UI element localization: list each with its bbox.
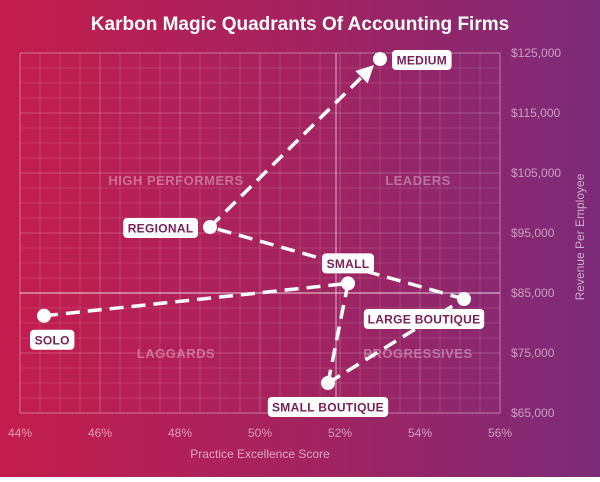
quadrant-labels: HIGH PERFORMERS LEADERS LAGGARDS PROGRESSIV… (108, 173, 472, 361)
x-tick-label: 50% (248, 426, 272, 440)
point-label-box (123, 218, 198, 238)
data-point (321, 376, 335, 390)
point-label: LARGE BOUTIQUE (368, 313, 481, 327)
quadrant-label: PROGRESSIVES (363, 346, 472, 361)
x-tick-label: 54% (408, 426, 432, 440)
point-label: SOLO (35, 333, 70, 347)
connector-segment (326, 283, 350, 384)
y-tick-label: $65,000 (511, 406, 555, 420)
y-tick-label: $115,000 (511, 106, 560, 120)
y-tick-label: $105,000 (511, 166, 561, 180)
data-point (373, 52, 387, 66)
x-tick-label: 44% (8, 426, 32, 440)
connector-segment (43, 281, 349, 318)
point-label: REGIONAL (128, 222, 194, 236)
y-tick-label: $95,000 (511, 226, 555, 240)
data-point (341, 276, 355, 291)
x-tick-label: 48% (168, 426, 192, 440)
point-label: MEDIUM (397, 54, 447, 68)
data-point (457, 292, 471, 306)
data-point (37, 308, 51, 323)
x-axis-label: Practice Excellence Score (190, 447, 330, 461)
point-label: SMALL (327, 257, 370, 271)
connector-segment (208, 64, 374, 229)
data-point (203, 220, 217, 234)
point-label-box (30, 329, 75, 350)
x-tick-label: 46% (88, 426, 112, 440)
point-label-box (322, 253, 374, 274)
chart-title: Karbon Magic Quadrants Of Accounting Fir… (91, 14, 509, 35)
quadrant-label: HIGH PERFORMERS (108, 173, 243, 188)
point-label: SMALL BOUTIQUE (272, 401, 384, 415)
x-tick-label: 56% (488, 426, 512, 440)
y-tick-label: $125,000 (511, 46, 561, 60)
axis-ticks: 44% 46% 48% 50% 52% 54% 56% $65,000 $75,000 $85,0… (8, 46, 561, 440)
point-label-box (392, 50, 452, 70)
quadrant-label: LEADERS (385, 173, 451, 188)
data-points: MEDIUM REGIONAL SMALL LARGE BOUTIQUE SOLO SMA… (30, 50, 485, 417)
y-tick-label: $85,000 (511, 286, 555, 300)
y-axis-label: Revenue Per Employee (573, 173, 587, 300)
grid (19, 52, 501, 414)
quadrant-label: LAGGARDS (137, 346, 215, 361)
plot-border (19, 52, 501, 414)
x-tick-label: 52% (328, 426, 352, 440)
y-tick-label: $75,000 (511, 346, 555, 360)
point-label-box (267, 397, 389, 417)
point-label-box (363, 309, 485, 329)
